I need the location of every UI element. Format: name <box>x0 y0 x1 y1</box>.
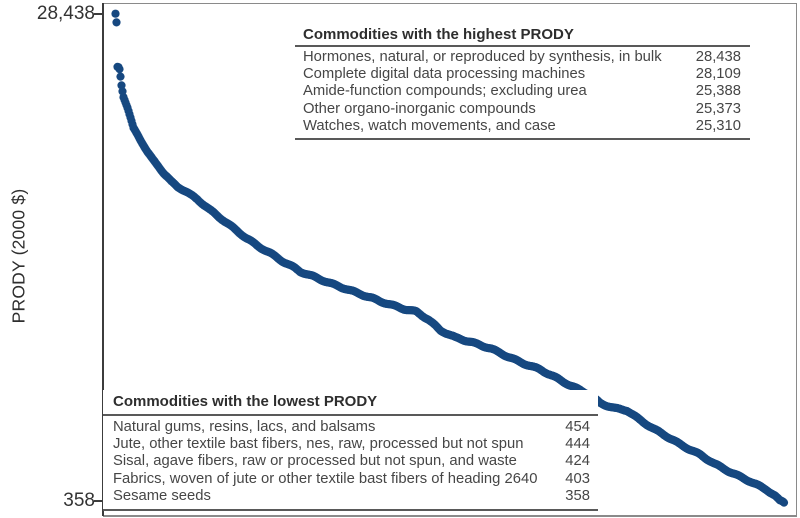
lowest-prody-table-title: Commodities with the lowest PRODY <box>113 393 378 410</box>
commodity-name: Jute, other textile bast fibers, nes, ra… <box>113 436 524 453</box>
highest-prody-table-title: Commodities with the highest PRODY <box>303 26 574 43</box>
commodity-name: Amide-function compounds; excluding urea <box>303 83 587 100</box>
commodity-name: Other organo-inorganic compounds <box>303 100 536 117</box>
commodity-prody-value: 454 <box>565 419 590 435</box>
table-rule <box>103 414 598 416</box>
commodity-name: Sesame seeds <box>113 487 211 504</box>
data-point <box>116 72 125 81</box>
table-row: Complete digital data processing machine… <box>295 66 750 83</box>
commodity-prody-value: 403 <box>565 470 590 487</box>
table-rule <box>295 138 750 141</box>
table-row: Other organo-inorganic compounds 25,373 <box>295 101 750 118</box>
plot-frame-right <box>795 3 797 516</box>
data-point <box>779 498 789 507</box>
commodity-prody-value: 424 <box>565 453 590 470</box>
commodity-name: Sisal, agave fibers, raw or processed bu… <box>113 453 517 470</box>
y-tick-bottom <box>94 500 103 502</box>
commodity-prody-value: 28,438 <box>695 49 741 65</box>
table-row: Sisal, agave fibers, raw or processed bu… <box>103 453 598 470</box>
y-tick-top <box>94 13 103 15</box>
y-tick-label-top: 28,438 <box>36 3 95 24</box>
commodity-name: Hormones, natural, or reproduced by synt… <box>303 49 662 65</box>
table-row: Fabrics, woven of jute or other textile … <box>103 471 598 488</box>
commodity-prody-value: 28,109 <box>695 66 741 83</box>
commodity-prody-value: 25,310 <box>695 117 741 134</box>
commodity-name: Fabrics, woven of jute or other textile … <box>113 470 538 487</box>
data-point <box>111 9 120 18</box>
table-row: Hormones, natural, or reproduced by synt… <box>295 49 750 66</box>
table-row: Watches, watch movements, and case 25,310 <box>295 118 750 135</box>
lowest-prody-table: Commodities with the lowest PRODY Natura… <box>103 390 598 512</box>
commodity-name: Watches, watch movements, and case <box>303 117 556 134</box>
plot-frame-top <box>103 3 797 5</box>
commodity-prody-value: 444 <box>565 436 590 453</box>
commodity-prody-value: 25,388 <box>695 83 741 100</box>
y-axis-title: PRODY (2000 $) <box>8 188 29 324</box>
y-axis-line <box>101 3 104 516</box>
table-row: Jute, other textile bast fibers, nes, ra… <box>103 436 598 453</box>
commodity-name: Natural gums, resins, lacs, and balsams <box>113 419 376 435</box>
table-rule <box>103 509 598 512</box>
commodity-prody-value: 358 <box>565 487 590 504</box>
commodity-name: Complete digital data processing machine… <box>303 66 586 83</box>
highest-prody-table-rows: Hormones, natural, or reproduced by synt… <box>295 47 750 138</box>
data-point <box>112 18 121 27</box>
table-rule <box>295 45 750 47</box>
highest-prody-table: Commodities with the highest PRODY Hormo… <box>295 24 750 141</box>
plot-frame-bottom <box>103 515 797 517</box>
table-row: Sesame seeds 358 <box>103 488 598 505</box>
table-row: Natural gums, resins, lacs, and balsams 4… <box>103 419 598 436</box>
data-point <box>115 65 124 74</box>
y-tick-label-bottom: 358 <box>63 490 95 511</box>
table-row: Amide-function compounds; excluding urea… <box>295 83 750 100</box>
lowest-prody-table-rows: Natural gums, resins, lacs, and balsams 4… <box>103 416 598 509</box>
commodity-prody-value: 25,373 <box>695 100 741 117</box>
